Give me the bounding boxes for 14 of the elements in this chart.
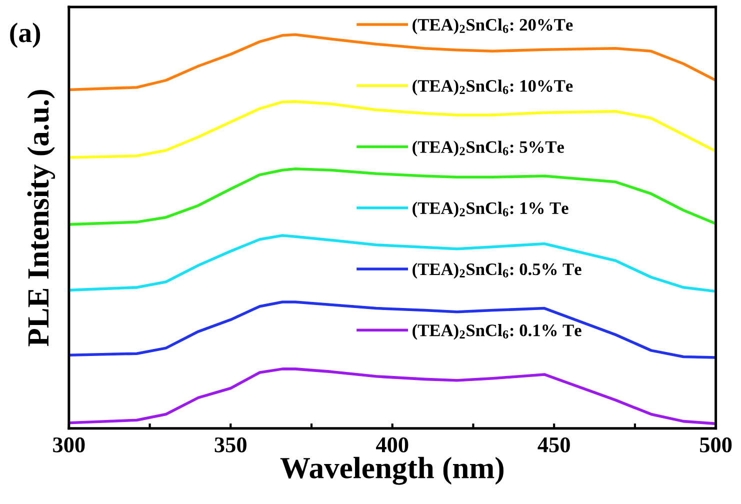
legend-label: (TEA)$_{2}$SnCl$_{6}$: 1% Te <box>412 202 568 218</box>
x-axis-title: Wavelength (nm) <box>280 456 504 485</box>
legend-label: (TEA)$_{2}$SnCl$_{6}$: 0.5% Te <box>412 262 582 279</box>
text: (a) <box>10 22 40 48</box>
y-axis-title: PLE Intensity (a.u.) <box>27 90 56 346</box>
x-tick-label: 450 <box>538 437 570 452</box>
x-tick-label: 350 <box>214 437 246 452</box>
legend-label: (TEA)$_{2}$SnCl$_{6}$: 0.1% Te <box>412 324 582 340</box>
x-tick-label: 400 <box>376 437 408 452</box>
x-tick-label: 500 <box>700 437 732 452</box>
x-tick-label: 300 <box>53 437 85 452</box>
legend-label: (TEA)$_{2}$SnCl$_{6}$: 20%Te <box>412 18 573 34</box>
legend-label: (TEA)$_{2}$SnCl$_{6}$: 10%Te <box>412 80 573 96</box>
legend-label: (TEA)$_{2}$SnCl$_{6}$: 5%Te <box>412 140 564 156</box>
